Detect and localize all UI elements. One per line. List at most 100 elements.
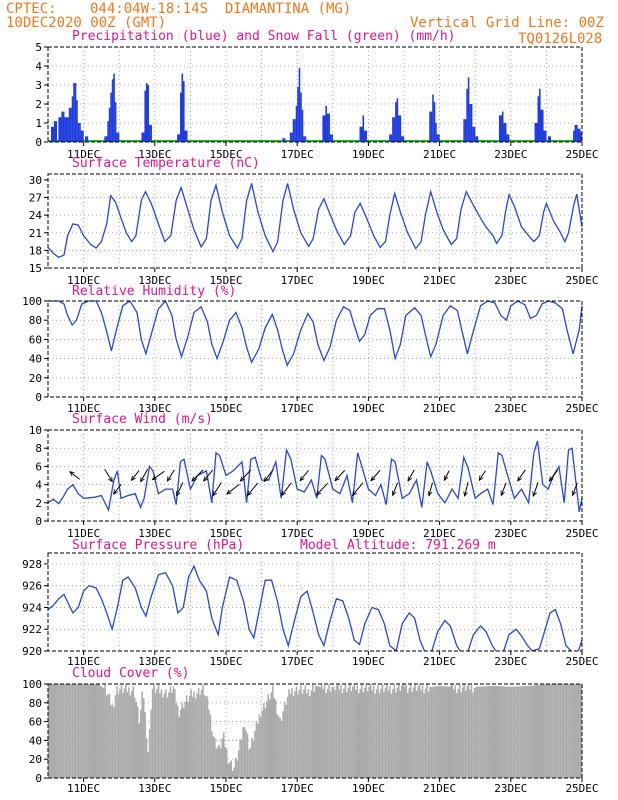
precip-bar	[467, 77, 470, 142]
wind-arrow	[393, 482, 399, 496]
cloud-bar	[291, 688, 293, 778]
cloud-bar	[267, 694, 270, 778]
precip-bar	[331, 134, 333, 142]
cloud-bar	[48, 684, 50, 778]
precip-bar	[326, 113, 329, 142]
cloud-bar	[139, 709, 142, 778]
precip-bar	[292, 119, 295, 142]
cloud-bar	[221, 738, 224, 778]
x-tick-label: 17DEC	[281, 655, 314, 668]
cloud-bar	[540, 684, 542, 778]
precip-bar	[436, 134, 439, 142]
wind-arrow	[282, 482, 292, 496]
cloud-bar	[408, 688, 410, 778]
wind-arrow	[240, 469, 252, 481]
cloud-bar	[245, 730, 247, 778]
precip-bar	[328, 113, 330, 142]
cloud-bar	[368, 686, 370, 778]
panel-title: Cloud Cover (%)	[72, 666, 189, 681]
wind-arrow	[443, 470, 450, 481]
cloud-bar	[580, 684, 583, 778]
x-tick-label: 15DEC	[209, 527, 242, 540]
cloud-bar	[417, 686, 419, 778]
precip-bar	[185, 130, 188, 142]
precip-bar	[323, 115, 326, 142]
precip-bar	[429, 111, 431, 142]
precip-bar	[507, 134, 510, 142]
precip-bar	[433, 102, 436, 142]
cloud-bar	[86, 684, 89, 778]
cloud-bar	[543, 684, 545, 778]
cloud-bar	[119, 689, 121, 778]
cloud-bar	[405, 684, 407, 778]
cloud-bar	[494, 685, 496, 778]
cloud-bar	[420, 689, 422, 778]
cloud-bar	[171, 692, 173, 778]
cloud-bar	[224, 747, 227, 778]
x-tick-label: 21DEC	[423, 148, 456, 161]
cloud-bar	[144, 712, 146, 778]
cloud-bar	[565, 684, 568, 778]
precip-bar	[85, 136, 87, 142]
precip-bar	[579, 128, 581, 142]
cloud-bar	[50, 684, 53, 778]
x-tick-label: 19DEC	[352, 274, 385, 287]
x-tick-label: 17DEC	[281, 527, 314, 540]
cloud-bar	[513, 686, 516, 778]
wind-arrow	[317, 482, 329, 495]
cloud-bar	[114, 695, 117, 778]
cloud-bar	[359, 688, 361, 778]
cloud-bar	[449, 685, 452, 778]
cloud-bar	[352, 686, 354, 778]
cloud-bar	[533, 685, 535, 778]
cloud-bar	[217, 746, 219, 778]
cloud-bar	[128, 687, 130, 778]
precip-bar	[142, 132, 145, 142]
cloud-bar	[180, 709, 182, 778]
cloud-bar	[79, 684, 81, 778]
cloud-bar	[319, 686, 321, 778]
x-tick-label: 17DEC	[281, 148, 314, 161]
cloud-bar	[271, 685, 274, 778]
cloud-bar	[249, 747, 252, 778]
y-tick-label: 10	[29, 424, 42, 437]
cloud-bar	[117, 694, 120, 778]
precip-bar	[177, 134, 179, 142]
precip-bar	[184, 130, 187, 142]
precip-bar	[86, 136, 89, 142]
wind-arrow	[152, 470, 165, 479]
cloud-bar	[190, 689, 192, 778]
cloud-bar	[476, 686, 479, 778]
cloud-bar	[64, 684, 66, 778]
cloud-bar	[148, 729, 151, 778]
model-code-label: TQ0126L028	[518, 31, 603, 47]
cloud-bar	[383, 691, 385, 778]
cloud-bar	[223, 732, 225, 778]
wind-arrow	[335, 469, 346, 481]
cloud-bar	[187, 701, 189, 778]
precip-bar	[547, 136, 550, 142]
x-tick-label: 15DEC	[209, 274, 242, 287]
cloud-bar	[500, 686, 502, 778]
cloud-bar	[490, 686, 492, 778]
cloud-bar	[177, 705, 179, 778]
cloud-bar	[58, 684, 60, 778]
y-tick-label: 2	[35, 497, 42, 510]
cloud-bar	[85, 684, 87, 778]
cloud-bar	[52, 684, 54, 778]
cloud-bar	[384, 687, 387, 778]
x-tick-label: 21DEC	[423, 782, 456, 795]
precip-bar	[53, 121, 56, 142]
x-tick-label: 11DEC	[67, 274, 100, 287]
cloud-bar	[448, 686, 450, 778]
cloud-bar	[411, 691, 413, 778]
cloud-bar	[487, 686, 489, 778]
y-tick-label: 18	[29, 244, 42, 257]
precip-bar	[466, 88, 468, 142]
cloud-bar	[286, 696, 289, 778]
cloud-bar	[571, 684, 574, 778]
cloud-bar	[95, 684, 97, 778]
y-tick-label: 928	[22, 558, 42, 571]
precip-bar	[301, 109, 304, 142]
source-label: CPTEC:	[6, 1, 57, 17]
